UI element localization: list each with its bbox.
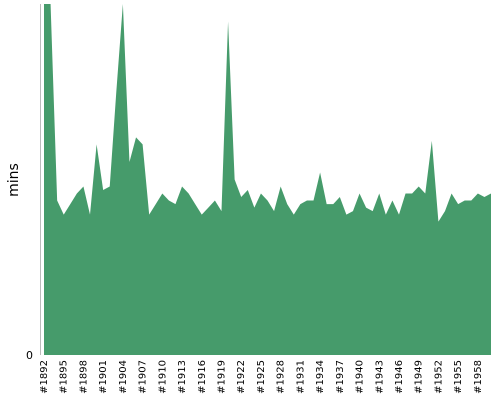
x-tick-label: #1943 <box>374 360 385 394</box>
x-axis-ticks: #1892 #1895 #1898 #1901 #1904 #1907 #1910 #1913… <box>39 360 484 394</box>
x-tick-label: #1898 <box>78 360 89 394</box>
x-tick-label: #1895 <box>59 360 70 394</box>
x-tick-label: #1913 <box>177 360 188 394</box>
x-tick-label: #1907 <box>138 360 149 394</box>
y-axis-ticks: 0 <box>26 349 33 362</box>
x-tick-label: #1892 <box>39 360 50 394</box>
x-tick-label: #1952 <box>433 360 444 394</box>
x-tick-label: #1925 <box>256 360 267 394</box>
plot-area <box>44 4 491 355</box>
x-tick-label: #1946 <box>394 360 405 394</box>
x-tick-label: #1922 <box>236 360 247 394</box>
x-tick-label: #1955 <box>453 360 464 394</box>
x-tick-label: #1904 <box>118 360 129 394</box>
x-tick-label: #1940 <box>355 360 366 394</box>
x-tick-label: #1916 <box>197 360 208 394</box>
x-tick-label: #1949 <box>414 360 425 394</box>
y-tick-label: 0 <box>26 349 33 362</box>
x-tick-label: #1931 <box>295 360 306 394</box>
x-tick-label: #1937 <box>335 360 346 394</box>
x-tick-label: #1928 <box>276 360 287 394</box>
x-tick-label: #1901 <box>98 360 109 394</box>
x-tick-label: #1958 <box>473 360 484 394</box>
area-series <box>44 4 491 355</box>
x-tick-label: #1910 <box>157 360 168 394</box>
x-tick-label: #1934 <box>315 360 326 394</box>
x-tick-label: #1919 <box>216 360 227 394</box>
y-axis-label: mins <box>6 163 22 197</box>
